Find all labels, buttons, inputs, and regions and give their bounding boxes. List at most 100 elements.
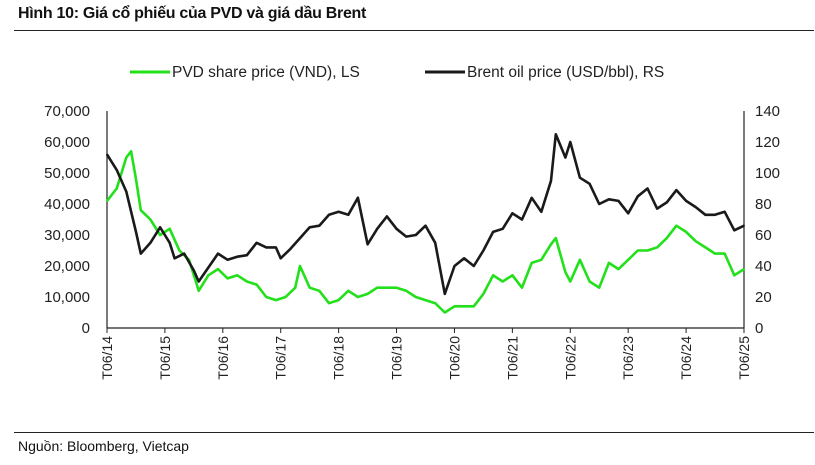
- pvd-data-point: [675, 224, 678, 227]
- brent-data-point: [723, 210, 726, 213]
- pvd-data-point: [463, 305, 466, 308]
- brent-data-point: [168, 241, 171, 244]
- pvd-data-point: [588, 280, 591, 283]
- brent-data-point: [554, 133, 557, 136]
- pvd-data-point: [328, 302, 330, 305]
- brent-data-point: [598, 203, 601, 205]
- pvd-data-point: [347, 289, 350, 292]
- brent-data-point: [366, 243, 369, 246]
- pvd-data-point: [656, 246, 659, 249]
- pvd-data-point: [550, 243, 552, 246]
- source-divider: [14, 432, 814, 433]
- pvd-data-point: [617, 268, 620, 270]
- brent-data-point: [385, 215, 388, 218]
- brent-data-point: [607, 198, 610, 201]
- brent-data-point: [453, 265, 456, 267]
- brent-data-point: [434, 241, 437, 244]
- x-tick-label: T06/24: [678, 336, 694, 380]
- brent-data-point: [159, 226, 161, 229]
- pvd-data-point: [294, 286, 297, 289]
- pvd-data-point: [569, 280, 572, 283]
- brent-data-point: [279, 257, 282, 260]
- brent-data-point: [125, 190, 128, 193]
- y-right-tick-label: 40: [755, 258, 772, 275]
- brent-data-point: [733, 229, 736, 232]
- pvd-data-point: [579, 258, 581, 261]
- source-note: Nguồn: Bloomberg, Vietcap: [18, 438, 189, 454]
- pvd-data-point: [265, 296, 268, 298]
- brent-data-point: [395, 227, 398, 230]
- pvd-data-point: [275, 299, 277, 301]
- y-right-tick-label: 0: [755, 320, 763, 337]
- pvd-data-point: [530, 262, 533, 264]
- legend: PVD share price (VND), LS Brent oil price…: [130, 64, 664, 81]
- x-tick-label: T06/16: [215, 336, 231, 380]
- brent-data-point: [226, 258, 229, 261]
- brent-data-point: [197, 280, 200, 283]
- brent-data-point: [106, 153, 108, 156]
- pvd-data-point: [159, 234, 161, 236]
- brent-data-point: [443, 293, 446, 295]
- pvd-data-point: [424, 299, 427, 301]
- series-lines: [105, 133, 745, 314]
- brent-data-point: [236, 255, 239, 258]
- pvd-data-point: [646, 249, 649, 252]
- brent-data-point: [472, 265, 475, 267]
- y-left-tick-label: 0: [82, 320, 90, 337]
- brent-data-point: [511, 212, 514, 215]
- y-right-tick-label: 140: [755, 103, 780, 120]
- pvd-data-point: [453, 305, 456, 308]
- pvd-data-point: [743, 268, 745, 270]
- pvd-data-point: [554, 237, 557, 240]
- brent-oil-price-line: [105, 133, 745, 296]
- pvd-data-point: [284, 296, 287, 298]
- pvd-data-point: [115, 187, 118, 190]
- pvd-data-point: [511, 274, 514, 277]
- brent-data-point: [424, 224, 427, 227]
- brent-data-point: [347, 213, 350, 216]
- pvd-data-point: [192, 274, 195, 277]
- pvd-data-point: [197, 289, 200, 292]
- pvd-data-point: [337, 299, 340, 301]
- brent-data-point: [376, 227, 379, 230]
- pvd-data-point: [482, 293, 485, 295]
- brent-data-point: [139, 252, 142, 255]
- pvd-data-point: [125, 156, 128, 159]
- y-left-tick-label: 30,000: [44, 227, 90, 244]
- pvd-data-point: [130, 150, 133, 153]
- pvd-data-point: [236, 274, 239, 277]
- pvd-data-point: [564, 271, 567, 274]
- brent-data-point: [675, 189, 678, 191]
- pvd-data-point: [685, 231, 687, 233]
- brent-data-point: [588, 182, 591, 185]
- brent-data-point: [149, 241, 152, 244]
- brent-data-point: [704, 213, 707, 216]
- pvd-data-point: [704, 246, 707, 249]
- pvd-data-point: [246, 280, 248, 283]
- y-left-tick-label: 10,000: [44, 289, 90, 306]
- brent-data-point: [173, 257, 176, 260]
- pvd-data-point: [207, 274, 210, 277]
- brent-data-point: [685, 200, 687, 202]
- legend-label: PVD share price (VND), LS: [172, 64, 360, 81]
- pvd-data-point: [357, 296, 359, 298]
- brent-data-point: [521, 218, 523, 221]
- y-left-tick-label: 50,000: [44, 165, 90, 182]
- brent-data-point: [656, 207, 659, 210]
- pvd-data-point: [139, 209, 142, 212]
- y-left-tick-label: 40,000: [44, 196, 90, 213]
- brent-data-point: [646, 187, 649, 190]
- pvd-data-point: [318, 289, 321, 292]
- pvd-share-price-line: [105, 150, 745, 314]
- pvd-data-point: [385, 286, 388, 289]
- brent-data-point: [627, 212, 630, 215]
- brent-data-point: [265, 246, 268, 249]
- y-left-tick-label: 60,000: [44, 134, 90, 151]
- x-tick-label: T06/20: [446, 336, 462, 380]
- y-right-tick-label: 100: [755, 165, 780, 182]
- brent-data-point: [569, 141, 572, 143]
- y-right-tick-label: 80: [755, 196, 772, 213]
- x-tick-label: T06/25: [736, 336, 752, 380]
- pvd-data-point: [434, 302, 437, 305]
